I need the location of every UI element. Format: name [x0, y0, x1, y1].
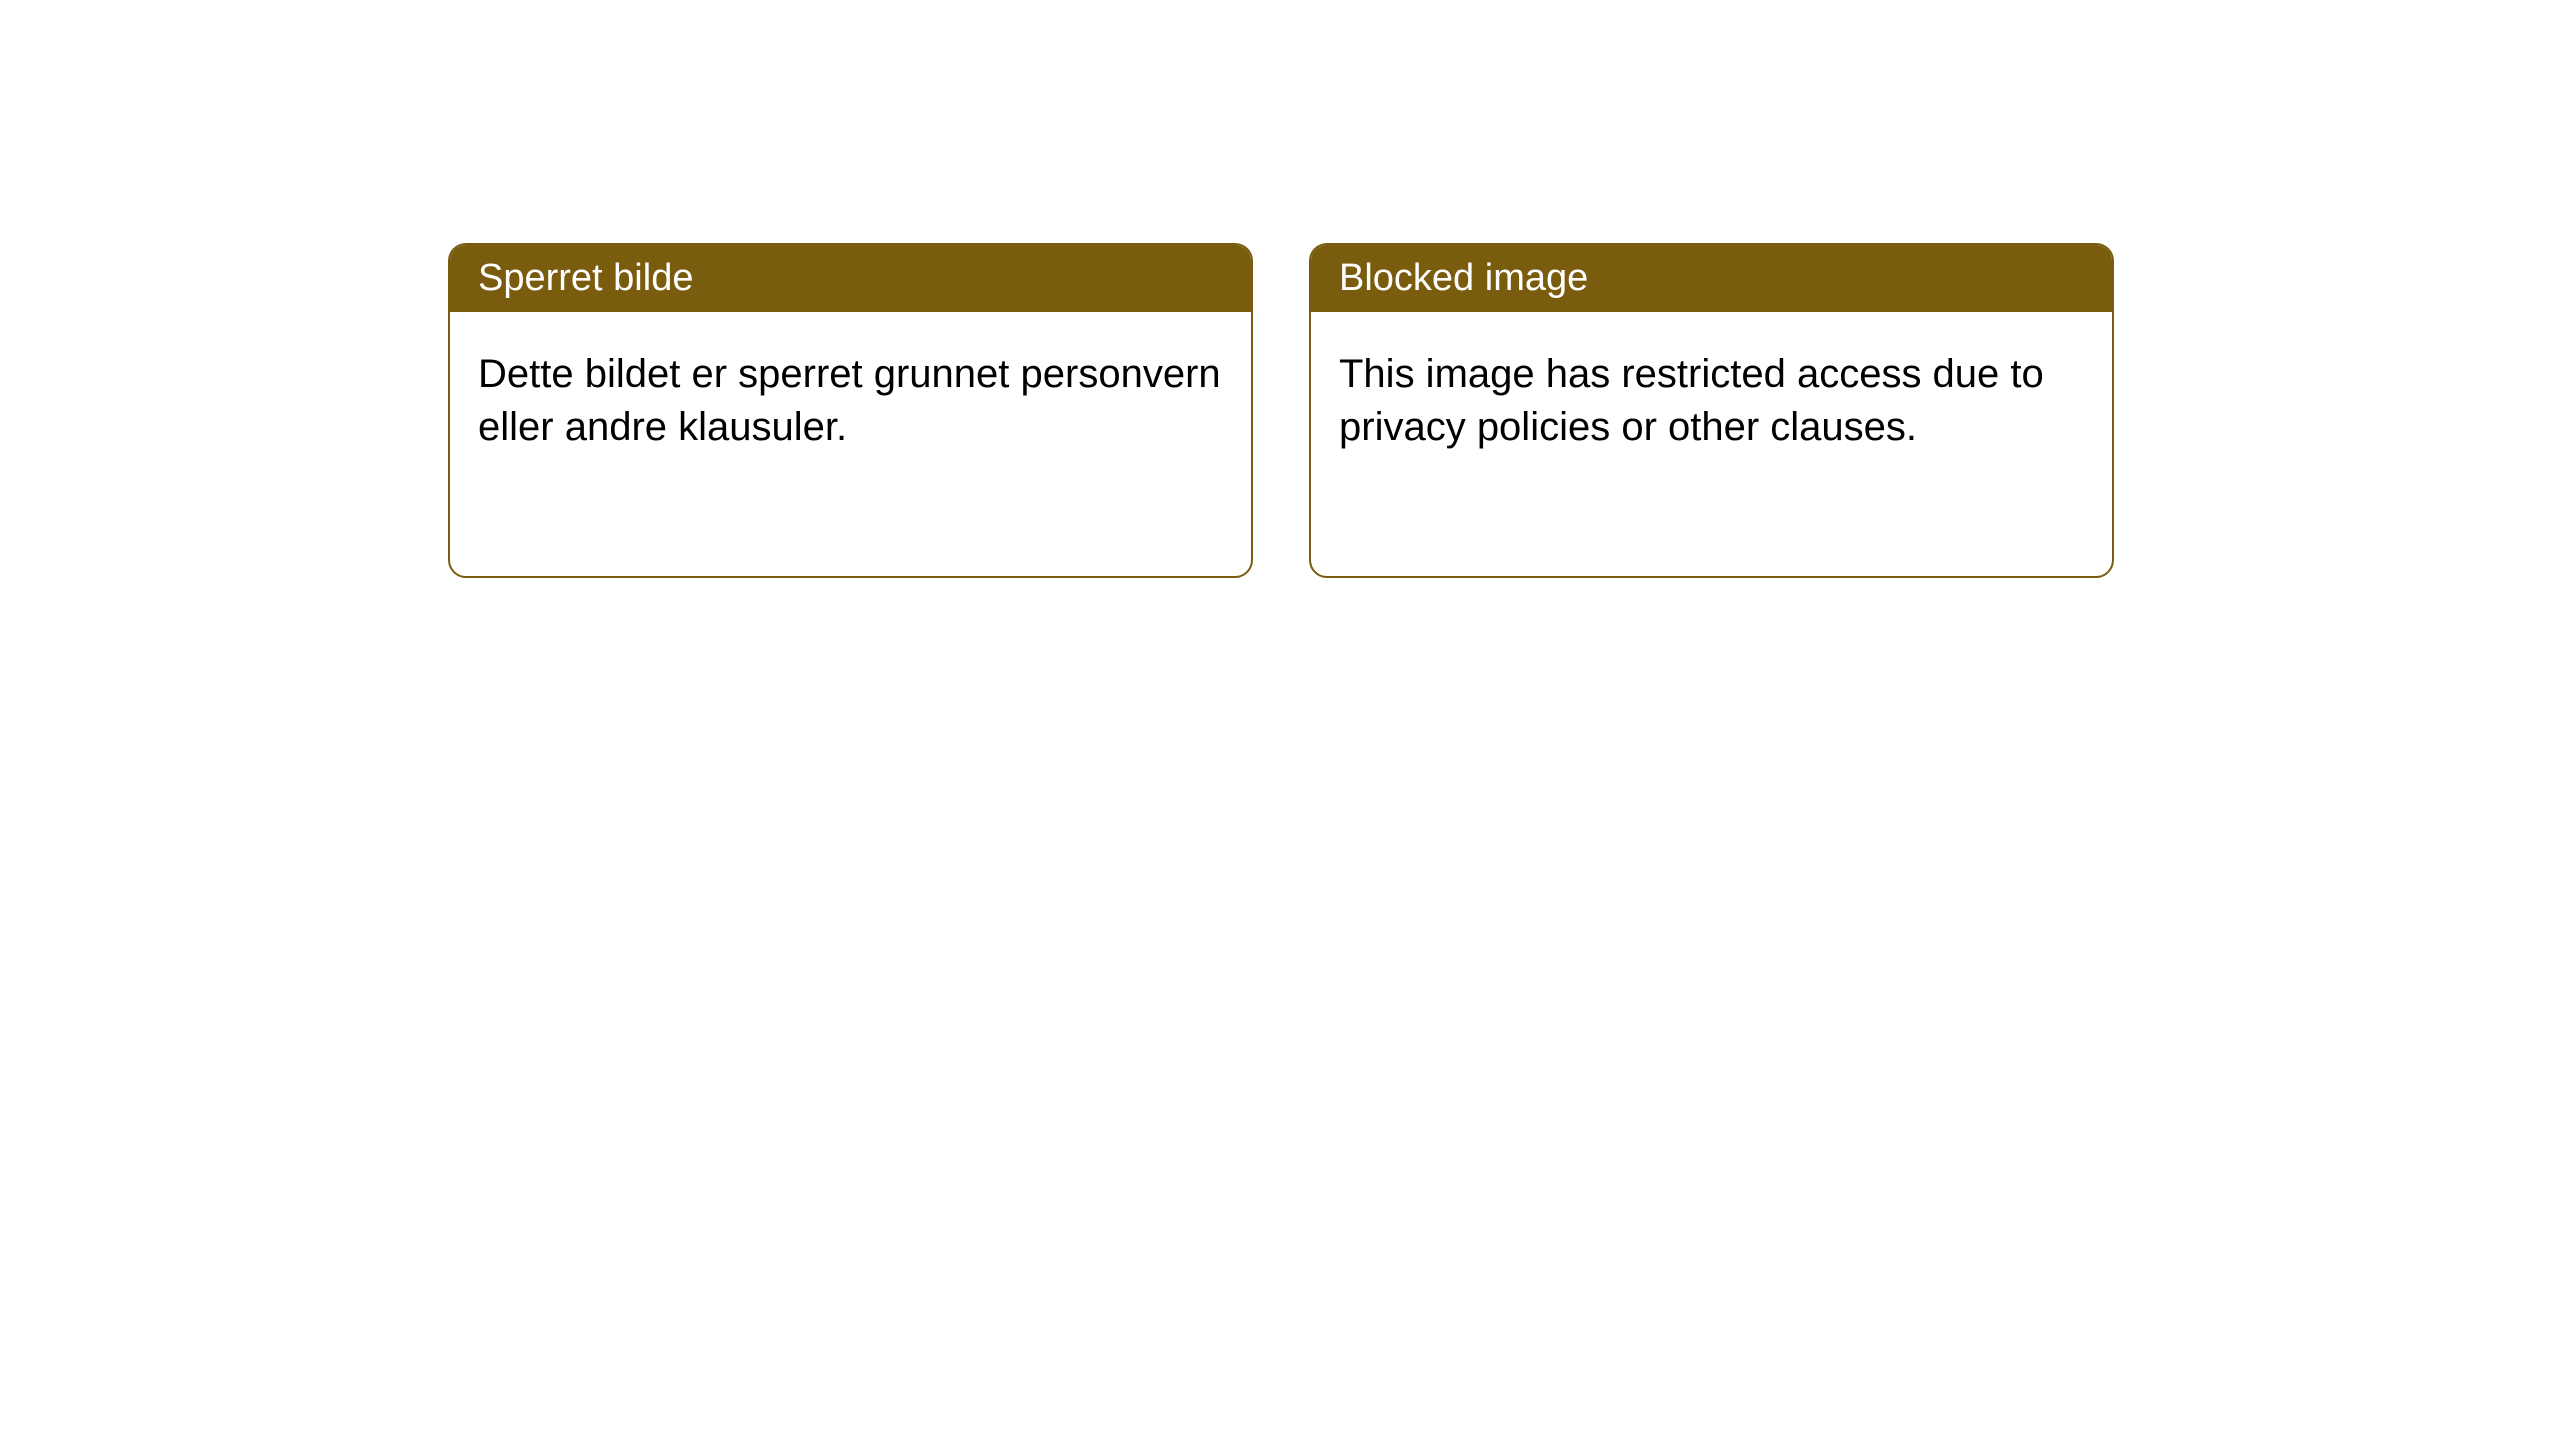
notice-message-en: This image has restricted access due to …	[1339, 352, 2044, 449]
notice-title-no: Sperret bilde	[478, 257, 693, 299]
notice-header-en: Blocked image	[1311, 245, 2112, 312]
notice-header-no: Sperret bilde	[450, 245, 1251, 312]
notice-title-en: Blocked image	[1339, 257, 1588, 299]
notice-body-no: Dette bildet er sperret grunnet personve…	[450, 312, 1251, 490]
notice-card-no: Sperret bilde Dette bildet er sperret gr…	[448, 243, 1253, 578]
notice-body-en: This image has restricted access due to …	[1311, 312, 2112, 490]
notice-container: Sperret bilde Dette bildet er sperret gr…	[448, 243, 2114, 578]
notice-message-no: Dette bildet er sperret grunnet personve…	[478, 352, 1221, 449]
notice-card-en: Blocked image This image has restricted …	[1309, 243, 2114, 578]
